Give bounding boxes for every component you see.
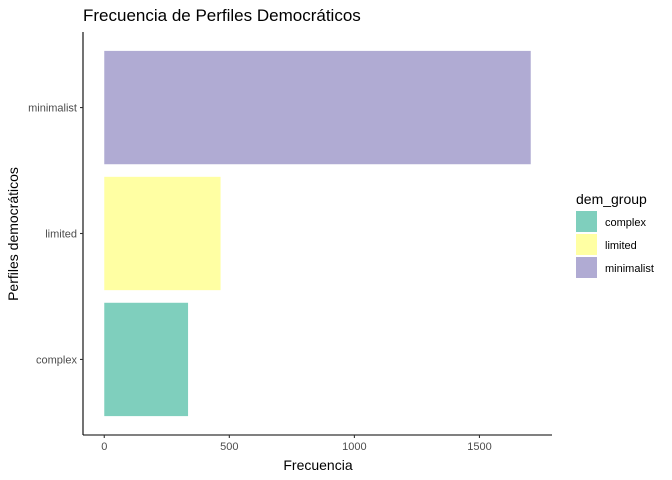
x-ticks-group: 0 500 1000 1500 bbox=[101, 435, 492, 453]
chart-title: Frecuencia de Perfiles Democráticos bbox=[83, 6, 361, 25]
y-axis-title: Perfiles democráticos bbox=[5, 167, 21, 301]
bar-minimalist bbox=[104, 50, 531, 165]
x-tick-label-1500: 1500 bbox=[467, 441, 491, 453]
legend-swatch-minimalist bbox=[576, 257, 597, 278]
bar-complex bbox=[104, 302, 189, 417]
legend-swatch-limited bbox=[576, 234, 597, 255]
legend: dem_group complex limited minimalist bbox=[576, 191, 654, 278]
legend-label-complex: complex bbox=[605, 217, 646, 229]
y-tick-label-complex: complex bbox=[36, 354, 77, 366]
y-ticks-group: complex limited minimalist bbox=[28, 103, 83, 366]
bars-group bbox=[104, 50, 531, 417]
x-tick-label-1000: 1000 bbox=[342, 441, 366, 453]
x-axis-title: Frecuencia bbox=[283, 457, 352, 473]
legend-title: dem_group bbox=[576, 191, 647, 207]
x-tick-label-0: 0 bbox=[101, 441, 107, 453]
x-tick-label-500: 500 bbox=[220, 441, 238, 453]
bar-limited bbox=[104, 176, 221, 291]
y-tick-label-minimalist: minimalist bbox=[28, 103, 77, 115]
legend-label-limited: limited bbox=[605, 240, 637, 252]
y-tick-label-limited: limited bbox=[45, 229, 77, 241]
legend-swatch-complex bbox=[576, 211, 597, 232]
legend-label-minimalist: minimalist bbox=[605, 263, 654, 275]
legend-items: complex limited minimalist bbox=[576, 211, 654, 278]
